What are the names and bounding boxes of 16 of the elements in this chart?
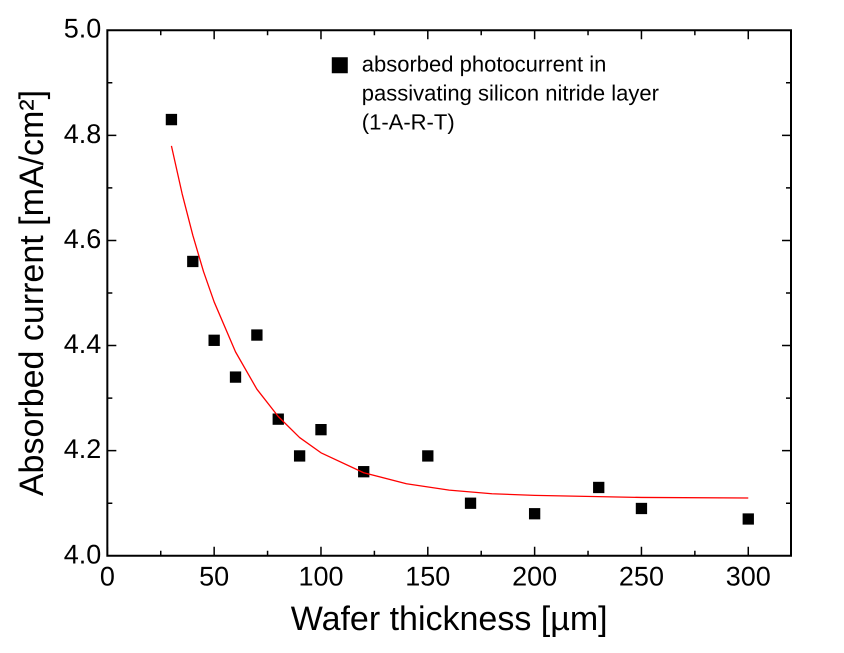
legend-label: absorbed photocurrent in passivating silicon nitride layer (1-A-R-T) <box>362 51 659 134</box>
x-tick-label: 50 <box>199 561 230 592</box>
y-tick-label: 4.0 <box>64 539 102 570</box>
y-tick-label: 5.0 <box>64 14 102 44</box>
x-tick-label: 250 <box>618 561 664 592</box>
y-tick-label: 4.8 <box>64 118 102 149</box>
x-tick-label: 300 <box>726 561 771 592</box>
y-tick-label: 4.6 <box>64 224 102 254</box>
x-tick-label: 150 <box>405 561 450 592</box>
y-tick-label: 4.2 <box>64 434 102 464</box>
y-axis-title: Absorbed current [mA/cm²] <box>12 90 51 496</box>
x-tick-label: 0 <box>100 561 115 592</box>
x-tick-label: 200 <box>512 561 558 592</box>
x-tick-label: 100 <box>298 561 344 592</box>
x-axis-title: Wafer thickness [µm] <box>290 600 608 638</box>
y-tick-label: 4.4 <box>64 329 102 360</box>
